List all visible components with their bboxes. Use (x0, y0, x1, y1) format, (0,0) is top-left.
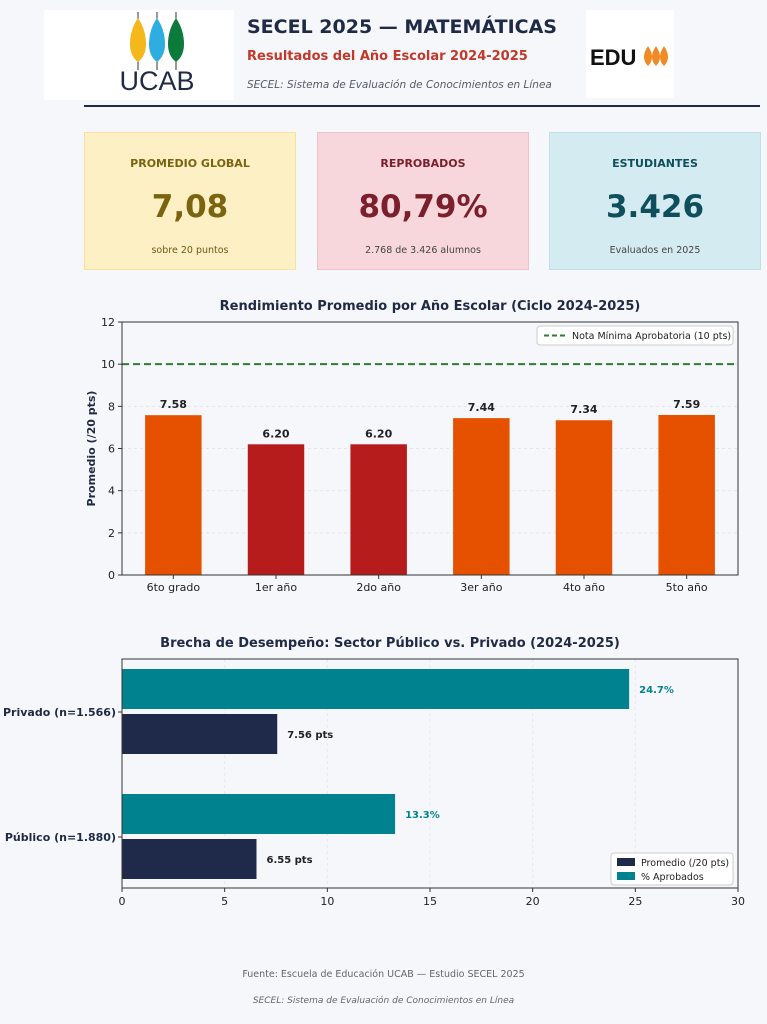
edu-logo-text: EDU (590, 45, 636, 70)
bar (555, 420, 613, 575)
bar (122, 839, 257, 879)
plot-frame (121, 321, 739, 576)
edu-logo-mark (644, 46, 668, 66)
y-tick-label: 8 (108, 400, 115, 413)
page-subtitle: Resultados del Año Escolar 2024-2025 (247, 49, 528, 64)
kpi-note: sobre 20 puntos (151, 245, 229, 256)
bar-value-label: 7.59 (673, 398, 700, 411)
x-tick-label: 30 (731, 895, 745, 908)
bar (122, 794, 396, 834)
bar-value-label: 13.3% (405, 810, 440, 821)
y-tick-label: 10 (101, 358, 115, 371)
x-tick-label: 5 (221, 895, 228, 908)
bar-value-label: 7.58 (160, 398, 187, 411)
bar (122, 714, 278, 754)
kpi-value: 7,08 (151, 189, 229, 225)
x-tick-label: 25 (628, 895, 642, 908)
x-tick-label: 2do año (356, 581, 401, 594)
ucab-logo-graphic: UCAB (119, 12, 195, 96)
bar-chart-rendimiento: Rendimiento Promedio por Año Escolar (Ci… (85, 299, 739, 594)
y-tick-label: 2 (108, 527, 115, 540)
ucab-logo-text: UCAB (119, 66, 194, 96)
kpi-card-estudiantes: ESTUDIANTES 3.426 Evaluados en 2025 (549, 132, 761, 270)
bar (658, 414, 715, 575)
y-tick-label: 0 (108, 569, 115, 582)
kpi-label: REPROBADOS (380, 157, 466, 170)
kpi-value: 3.426 (605, 189, 705, 225)
x-tick-label: 15 (423, 895, 437, 908)
bar-chart-brecha: Brecha de Desempeño: Sector Público vs. … (3, 636, 745, 908)
bar (145, 415, 202, 575)
legend-swatch (617, 872, 635, 880)
plot-frame (121, 658, 739, 889)
x-tick-label: 6to grado (147, 581, 201, 594)
bar (350, 444, 407, 575)
legend-label: % Aprobados (641, 872, 704, 883)
bar-value-label: 6.55 pts (266, 855, 312, 866)
kpi-card-promedio-global: PROMEDIO GLOBAL 7,08 sobre 20 puntos (84, 132, 296, 270)
edu-logo-graphic: EDU (590, 45, 668, 70)
bar-value-label: 24.7% (639, 685, 674, 696)
chart-title: Brecha de Desempeño: Sector Público vs. … (160, 636, 620, 651)
kpi-card-reprobados: REPROBADOS 80,79% 2.768 de 3.426 alumnos (317, 132, 529, 270)
x-tick-label: 4to año (563, 581, 605, 594)
y-tick-label: Privado (n=1.566) (3, 706, 116, 719)
header-divider (84, 105, 760, 107)
bar (453, 418, 510, 575)
x-tick-label: 0 (119, 895, 126, 908)
y-axis-label: Promedio (/20 pts) (85, 391, 98, 507)
kpi-note: Evaluados en 2025 (609, 245, 701, 256)
legend: Promedio (/20 pts) % Aprobados (610, 852, 734, 886)
edu-logo: EDU (586, 10, 674, 98)
page-title: SECEL 2025 — MATEMÁTICAS (247, 16, 557, 38)
bar-value-label: 6.20 (262, 427, 289, 440)
bar-value-label: 7.56 pts (287, 730, 333, 741)
x-tick-label: 10 (320, 895, 334, 908)
chart-title: Rendimiento Promedio por Año Escolar (Ci… (220, 299, 641, 314)
legend-swatch (617, 858, 635, 866)
y-tick-label: Público (n=1.880) (5, 831, 116, 844)
page-caption: SECEL: Sistema de Evaluación de Conocimi… (247, 79, 552, 91)
ucab-logo: UCAB (44, 10, 234, 100)
kpi-label: PROMEDIO GLOBAL (130, 157, 250, 170)
legend-label: Nota Mínima Aprobatoria (10 pts) (572, 331, 731, 342)
bar-value-label: 7.44 (468, 401, 495, 414)
ucab-logo-mark (130, 12, 184, 70)
legend-box (536, 325, 734, 346)
legend: Nota Mínima Aprobatoria (10 pts) (536, 325, 734, 346)
kpi-note: 2.768 de 3.426 alumnos (365, 245, 481, 256)
y-tick-label: 6 (108, 443, 115, 456)
x-tick-label: 5to año (666, 581, 708, 594)
x-tick-label: 20 (526, 895, 540, 908)
bar (122, 669, 630, 709)
legend-box (610, 852, 734, 886)
footer-source: Fuente: Escuela de Educación UCAB — Estu… (242, 969, 525, 980)
legend-label: Promedio (/20 pts) (641, 858, 729, 869)
kpi-label: ESTUDIANTES (612, 157, 698, 170)
y-tick-label: 12 (101, 316, 115, 329)
y-tick-label: 4 (108, 485, 115, 498)
kpi-value: 80,79% (358, 189, 488, 225)
bar-value-label: 6.20 (365, 427, 392, 440)
x-tick-label: 3er año (460, 581, 502, 594)
bar (247, 444, 305, 575)
x-tick-label: 1er año (255, 581, 297, 594)
bar-value-label: 7.34 (570, 403, 597, 416)
footer-caption: SECEL: Sistema de Evaluación de Conocimi… (252, 996, 515, 1006)
